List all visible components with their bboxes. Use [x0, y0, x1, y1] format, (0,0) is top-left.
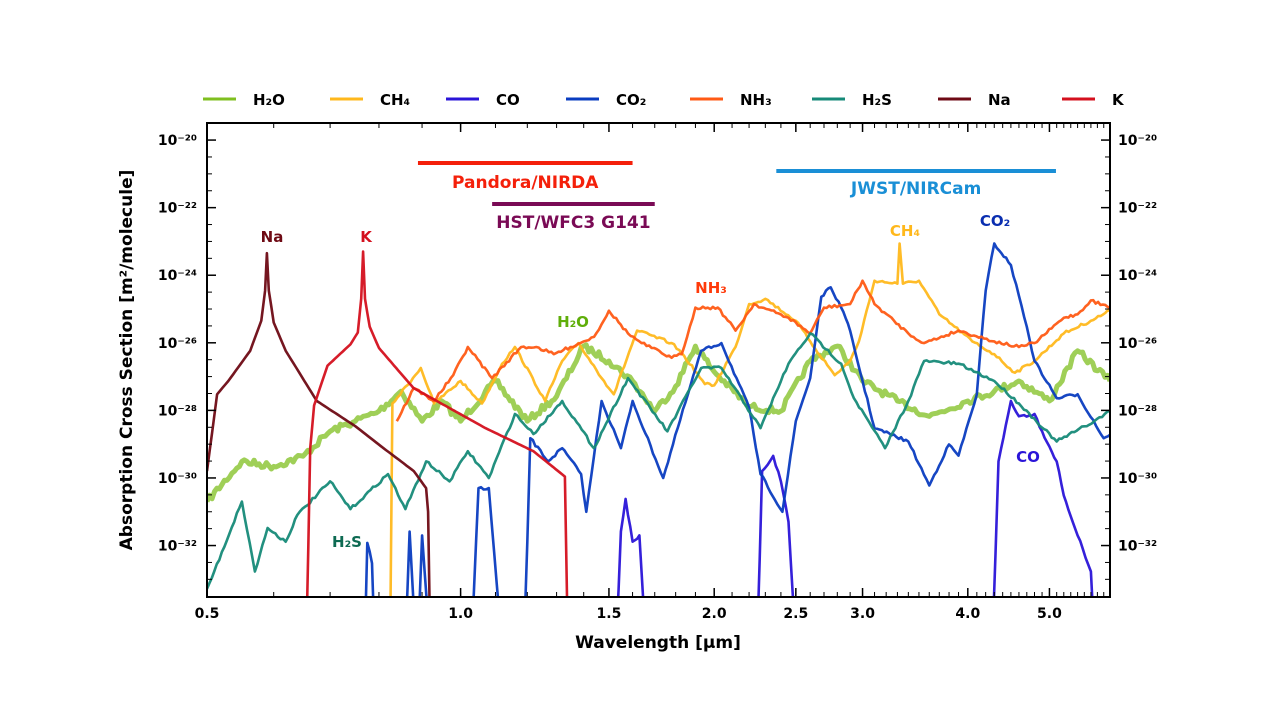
instrument-ranges: Pandora/NIRDA HST/WFC3 G141 JWST/NIRCam: [417, 161, 1056, 233]
species-label: K: [360, 228, 373, 246]
x-tick-label: 1.5: [597, 606, 622, 622]
instrument-label: JWST/NIRCam: [850, 179, 981, 199]
y-tick-label: 10⁻³⁰: [158, 471, 197, 487]
legend-label: Na: [988, 91, 1011, 109]
y-tick-label-right: 10⁻²⁰: [1118, 133, 1157, 149]
species-label: NH₃: [695, 279, 727, 297]
y-tick-label-right: 10⁻²⁴: [1118, 268, 1157, 284]
y-tick-label: 10⁻³²: [158, 539, 197, 555]
instrument-label: HST/WFC3 G141: [496, 213, 650, 233]
series-line-2: [616, 399, 1094, 597]
legend-label: CO₂: [616, 91, 646, 109]
series-line-7: [305, 250, 569, 597]
y-tick-label-right: 10⁻²²: [1118, 201, 1157, 217]
species-label: H₂S: [332, 533, 362, 551]
legend-label: NH₃: [740, 91, 772, 109]
legend-label: K: [1112, 91, 1125, 109]
series-line-3: [364, 242, 1110, 597]
y-axis-title: Absorption Cross Section [m²/molecule]: [117, 170, 137, 551]
legend: H₂O CH₄ CO CO₂ NH₃ H₂S Na K: [203, 91, 1125, 109]
y-tick-label-right: 10⁻³²: [1118, 539, 1157, 555]
x-axis-title: Wavelength [µm]: [575, 633, 741, 653]
axes: 0.5 1.0 1.5 2.0 2.5 3.0 4.0 5.0 10⁻²⁰ 10⁻²⁰ 10⁻²² 1…: [158, 123, 1157, 622]
series-line-1: [389, 242, 1110, 597]
series-line-5: [207, 332, 1110, 590]
y-tick-label: 10⁻²²: [158, 201, 197, 217]
legend-label: CH₄: [380, 91, 410, 109]
x-tick-label: 3.0: [850, 606, 875, 622]
species-label: CO₂: [980, 212, 1010, 230]
x-tick-label: 0.5: [195, 606, 220, 622]
legend-label: H₂S: [862, 91, 892, 109]
y-tick-label: 10⁻²⁸: [158, 403, 197, 419]
y-tick-label-right: 10⁻²⁶: [1118, 336, 1157, 352]
series-line-0: [207, 342, 1110, 503]
x-tick-label: 2.0: [702, 606, 727, 622]
species-labels: Na K H₂O NH₃ CH₄ CO₂ CO H₂S: [261, 212, 1040, 551]
series-line-4: [395, 279, 1110, 422]
species-label: CH₄: [890, 222, 920, 240]
x-tick-label: 5.0: [1037, 606, 1062, 622]
y-tick-label: 10⁻²⁶: [158, 336, 197, 352]
legend-label: CO: [496, 91, 520, 109]
species-label: H₂O: [557, 313, 589, 331]
y-tick-label: 10⁻²⁰: [158, 133, 197, 149]
species-label: Na: [261, 228, 284, 246]
y-tick-label-right: 10⁻²⁸: [1118, 403, 1157, 419]
x-tick-label: 2.5: [783, 606, 808, 622]
y-tick-label-right: 10⁻³⁰: [1118, 471, 1157, 487]
y-tick-label: 10⁻²⁴: [158, 268, 197, 284]
x-tick-label: 1.0: [448, 606, 473, 622]
species-label: CO: [1016, 448, 1040, 466]
series-line-6: [207, 251, 431, 597]
legend-label: H₂O: [253, 91, 285, 109]
series-lines: [207, 242, 1110, 597]
x-tick-label: 4.0: [955, 606, 980, 622]
instrument-label: Pandora/NIRDA: [452, 173, 599, 193]
